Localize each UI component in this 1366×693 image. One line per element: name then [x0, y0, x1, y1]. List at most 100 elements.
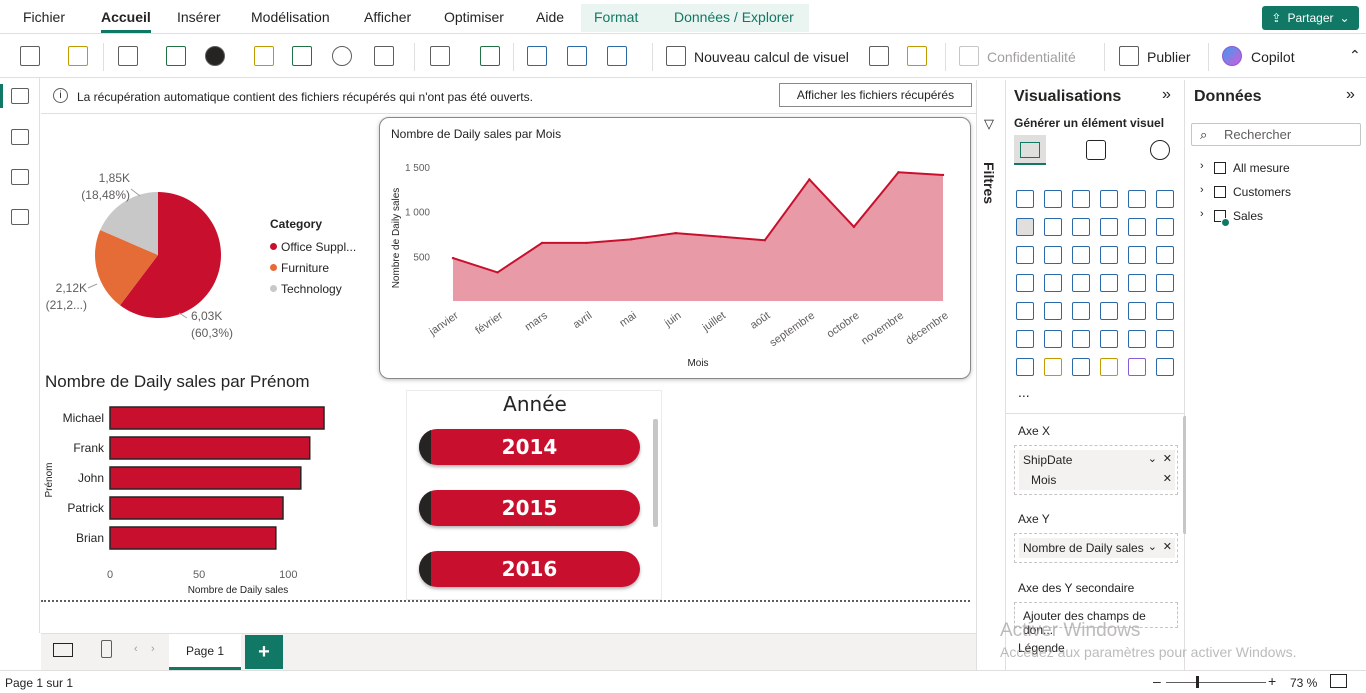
sql-icon[interactable] [254, 46, 274, 66]
visual-type-icon[interactable] [1100, 358, 1118, 376]
pie-chart-visual[interactable]: 6,03K (60,3%) 2,12K (21,2...) 1,85K (18,48%) … [41, 114, 376, 364]
text-box-icon[interactable] [567, 46, 587, 66]
format-painter-icon[interactable] [68, 46, 88, 66]
visual-type-icon[interactable] [1128, 302, 1146, 320]
visual-type-icon[interactable] [1044, 358, 1062, 376]
prev-page-icon[interactable]: ‹ [134, 643, 138, 655]
slicer-item-2015[interactable]: 2015 [419, 490, 640, 526]
menu-modelisation[interactable]: Modélisation [251, 9, 330, 25]
menu-optimiser[interactable]: Optimiser [444, 9, 504, 25]
quick-measure-icon[interactable] [907, 46, 927, 66]
menu-format[interactable]: Format [594, 9, 639, 25]
report-view-icon[interactable] [11, 88, 29, 104]
visual-type-icon[interactable] [1016, 190, 1034, 208]
menu-aide[interactable]: Aide [536, 9, 565, 25]
visual-type-icon[interactable] [1016, 274, 1034, 292]
visual-type-icon[interactable] [1044, 274, 1062, 292]
publish-icon[interactable] [1119, 46, 1139, 66]
area-chart-visual[interactable]: Nombre de Daily sales par Mois 500 1 000 1… [379, 117, 971, 379]
remove-field-icon[interactable]: ✕ [1162, 453, 1172, 465]
visual-type-icon[interactable] [1072, 274, 1090, 292]
copilot-button[interactable]: Copilot [1251, 49, 1295, 65]
recent-sources-icon[interactable] [374, 46, 394, 66]
remove-field-icon[interactable]: ✕ [1162, 541, 1172, 553]
visual-type-icon[interactable] [1072, 218, 1090, 236]
copilot-icon[interactable] [1222, 46, 1242, 66]
visual-type-icon[interactable] [1100, 302, 1118, 320]
remove-field-icon[interactable]: ✕ [1162, 473, 1172, 485]
new-visual-icon[interactable] [527, 46, 547, 66]
paste-icon[interactable] [20, 46, 40, 66]
legend-item[interactable]: Technology [270, 278, 356, 299]
visual-type-icon[interactable] [1128, 190, 1146, 208]
chevron-down-icon[interactable]: ⌄ [1147, 453, 1157, 465]
visual-type-icon[interactable] [1156, 190, 1174, 208]
refresh-icon[interactable] [480, 46, 500, 66]
more-visuals-icon[interactable] [607, 46, 627, 66]
fit-page-icon[interactable] [1330, 674, 1347, 688]
visual-type-icon[interactable] [1016, 218, 1034, 236]
desktop-view-icon[interactable] [53, 643, 73, 657]
filters-pane-collapsed[interactable]: ▽ Filtres [976, 80, 1004, 670]
publish-button[interactable]: Publier [1147, 49, 1191, 65]
menu-inserer[interactable]: Insérer [177, 9, 221, 25]
year-slicer[interactable]: Année 2014 2015 2016 [406, 390, 662, 600]
visual-type-icon[interactable] [1128, 218, 1146, 236]
dataverse-icon[interactable] [332, 46, 352, 66]
visual-type-icon[interactable] [1100, 190, 1118, 208]
transform-data-icon[interactable] [430, 46, 450, 66]
visual-type-icon[interactable] [1156, 218, 1174, 236]
collapse-chevron-icon[interactable]: » [1162, 86, 1171, 103]
visual-type-icon[interactable] [1156, 358, 1174, 376]
onelake-icon[interactable] [205, 46, 225, 66]
more-visuals-button[interactable]: ... [1018, 384, 1030, 400]
zoom-in-icon[interactable]: + [1268, 673, 1277, 689]
visual-type-icon[interactable] [1072, 190, 1090, 208]
menu-accueil[interactable]: Accueil [101, 9, 151, 33]
field-shipdate[interactable]: ShipDate ⌄ ✕ [1019, 450, 1175, 470]
visual-type-icon[interactable] [1156, 246, 1174, 264]
visual-type-icon[interactable] [1156, 330, 1174, 348]
menu-afficher[interactable]: Afficher [364, 9, 412, 25]
visual-type-icon[interactable] [1044, 218, 1062, 236]
bar-chart-visual[interactable]: Nombre de Daily sales par Prénom Michael… [41, 369, 379, 599]
visual-type-icon[interactable] [1128, 274, 1146, 292]
visual-type-icon[interactable] [1072, 302, 1090, 320]
visual-type-icon[interactable] [1016, 358, 1034, 376]
visual-type-icon[interactable] [1128, 246, 1146, 264]
legend-item[interactable]: Furniture [270, 257, 356, 278]
add-page-button[interactable]: + [245, 635, 283, 669]
secondary-y-well[interactable]: Ajouter des champs de don... [1014, 602, 1178, 637]
slicer-scrollbar[interactable] [653, 419, 658, 527]
format-visual-icon[interactable] [1086, 140, 1106, 160]
x-axis-well[interactable]: ShipDate ⌄ ✕ Mois ✕ [1014, 445, 1178, 495]
excel-icon[interactable] [166, 46, 186, 66]
table-view-icon[interactable] [11, 129, 29, 145]
get-data-icon[interactable] [118, 46, 138, 66]
pane-scrollbar[interactable] [1183, 416, 1187, 534]
visual-calc-icon[interactable] [666, 46, 686, 66]
field-mois[interactable]: Mois ✕ [1019, 470, 1175, 490]
chevron-up-icon[interactable]: ⌃ [1349, 47, 1361, 63]
field-daily-sales[interactable]: Nombre de Daily sales ⌄ ✕ [1019, 538, 1175, 558]
share-button[interactable]: ⇪ Partager ⌄ [1262, 6, 1359, 30]
visual-type-icon[interactable] [1100, 330, 1118, 348]
build-visual-tab[interactable] [1014, 135, 1046, 165]
menu-fichier[interactable]: Fichier [23, 9, 66, 25]
legend-item[interactable]: Office Suppl... [270, 236, 356, 257]
visual-type-icon[interactable] [1100, 218, 1118, 236]
visual-type-icon[interactable] [1072, 246, 1090, 264]
new-visual-calc-button[interactable]: Nouveau calcul de visuel [694, 49, 849, 65]
zoom-slider[interactable] [1166, 682, 1266, 683]
slicer-item-2016[interactable]: 2016 [419, 551, 640, 587]
visual-type-icon[interactable] [1072, 358, 1090, 376]
mobile-view-icon[interactable] [101, 640, 112, 658]
next-page-icon[interactable]: › [151, 643, 155, 655]
visual-type-icon[interactable] [1044, 190, 1062, 208]
visual-type-icon[interactable] [1044, 330, 1062, 348]
visual-type-icon[interactable] [1156, 274, 1174, 292]
show-recovered-files-button[interactable]: Afficher les fichiers récupérés [779, 83, 972, 107]
visual-type-icon[interactable] [1100, 274, 1118, 292]
analytics-icon[interactable] [1150, 140, 1170, 160]
zoom-out-icon[interactable]: – [1153, 673, 1161, 689]
